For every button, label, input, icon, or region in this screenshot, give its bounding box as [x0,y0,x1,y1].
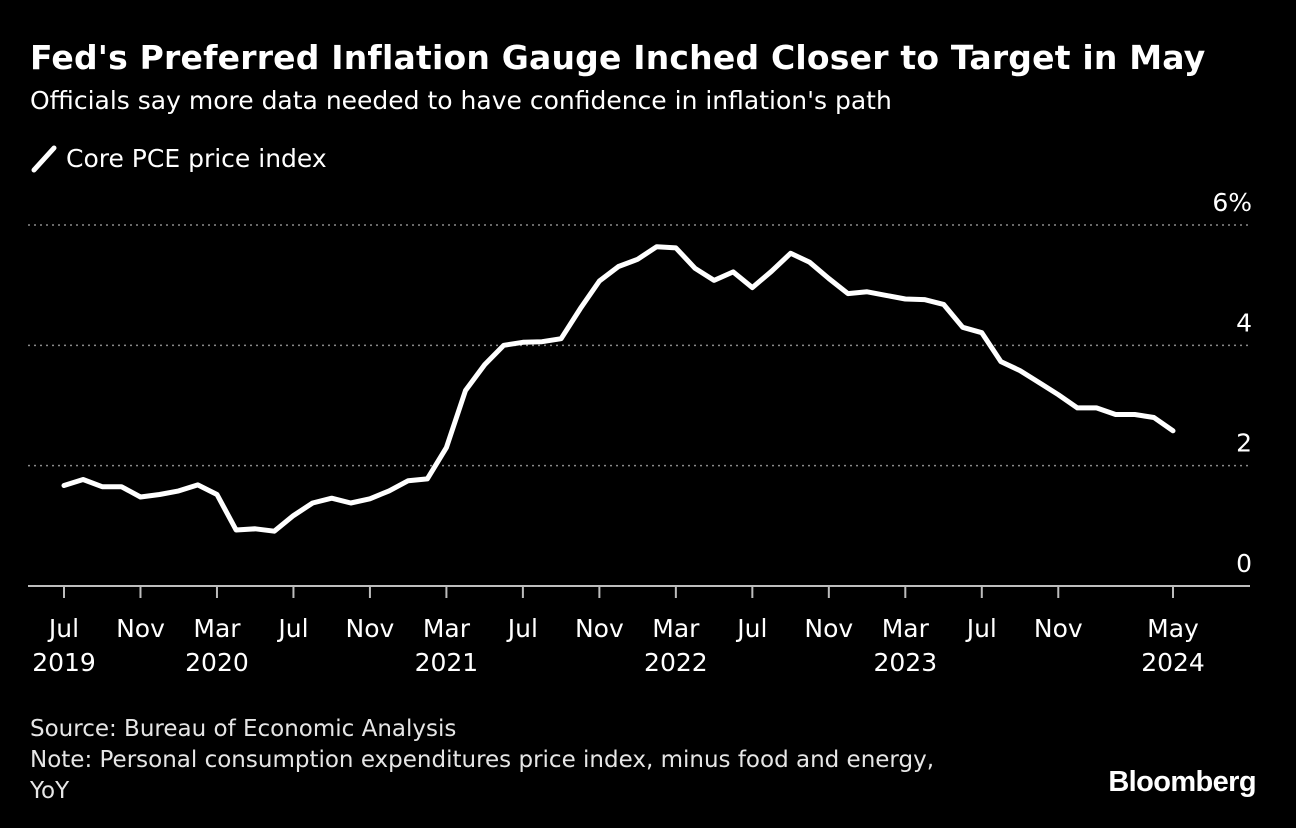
x-tick-label-month: Mar [652,614,700,643]
x-tick-label-month: Jul [47,614,79,643]
series-layer [61,244,1176,534]
x-tick-label-year: 2020 [185,648,249,677]
x-tick-label-month: Mar [193,614,241,643]
y-tick-label: 0 [1236,549,1252,578]
source-note: Source: Bureau of Economic Analysis [30,716,457,742]
x-tick-label-month: Nov [346,614,395,643]
y-axis: 0 2 4 6% [1212,188,1252,578]
line-swatch-icon [31,145,57,173]
x-tick-label-year: 2021 [415,648,479,677]
chart-footer: Source: Bureau of Economic Analysis Note… [30,714,1030,807]
x-tick-label-month: Mar [882,614,930,643]
x-tick-label-month: Mar [423,614,471,643]
page-title: Fed's Preferred Inflation Gauge Inched C… [30,38,1206,77]
x-tick-labels: Jul 2019 Nov Mar 2020 Jul Nov Mar 2021 Jul Nov Mar 2… [32,614,1205,677]
chart-legend: Core PCE price index [30,140,327,176]
x-tick-label-month: Jul [506,614,538,643]
x-tick-label-month: Jul [735,614,767,643]
page-subtitle: Officials say more data needed to have c… [30,86,892,115]
y-tick-label: 2 [1236,429,1252,458]
bloomberg-logo: Bloomberg [1108,766,1256,798]
line-chart: 0 2 4 6% Jul 2019 Nov Mar 2020 Jul Nov Mar 2021 Jul N… [28,188,1252,677]
note-line-2: YoY [30,778,70,804]
x-tick-label-month: Jul [276,614,308,643]
legend-label: Core PCE price index [66,143,327,173]
x-tick-label-year: 2024 [1141,648,1205,677]
x-tick-label-year: 2023 [873,648,937,677]
note-line-1: Note: Personal consumption expenditures … [30,747,935,773]
x-tick-label-month: Jul [965,614,997,643]
x-tick-label-year: 2022 [644,648,708,677]
x-tick-label-month: Nov [1034,614,1083,643]
x-tick-label-month: Nov [804,614,853,643]
x-tick-label-month: Nov [116,614,165,643]
y-tick-label: 6% [1212,188,1252,217]
series-line-core-pce [61,244,1176,534]
x-tick-label-year: 2019 [32,648,96,677]
x-axis [28,585,1250,598]
y-tick-label: 4 [1236,308,1252,337]
x-tick-label-month: May [1147,614,1199,643]
x-tick-label-month: Nov [575,614,624,643]
